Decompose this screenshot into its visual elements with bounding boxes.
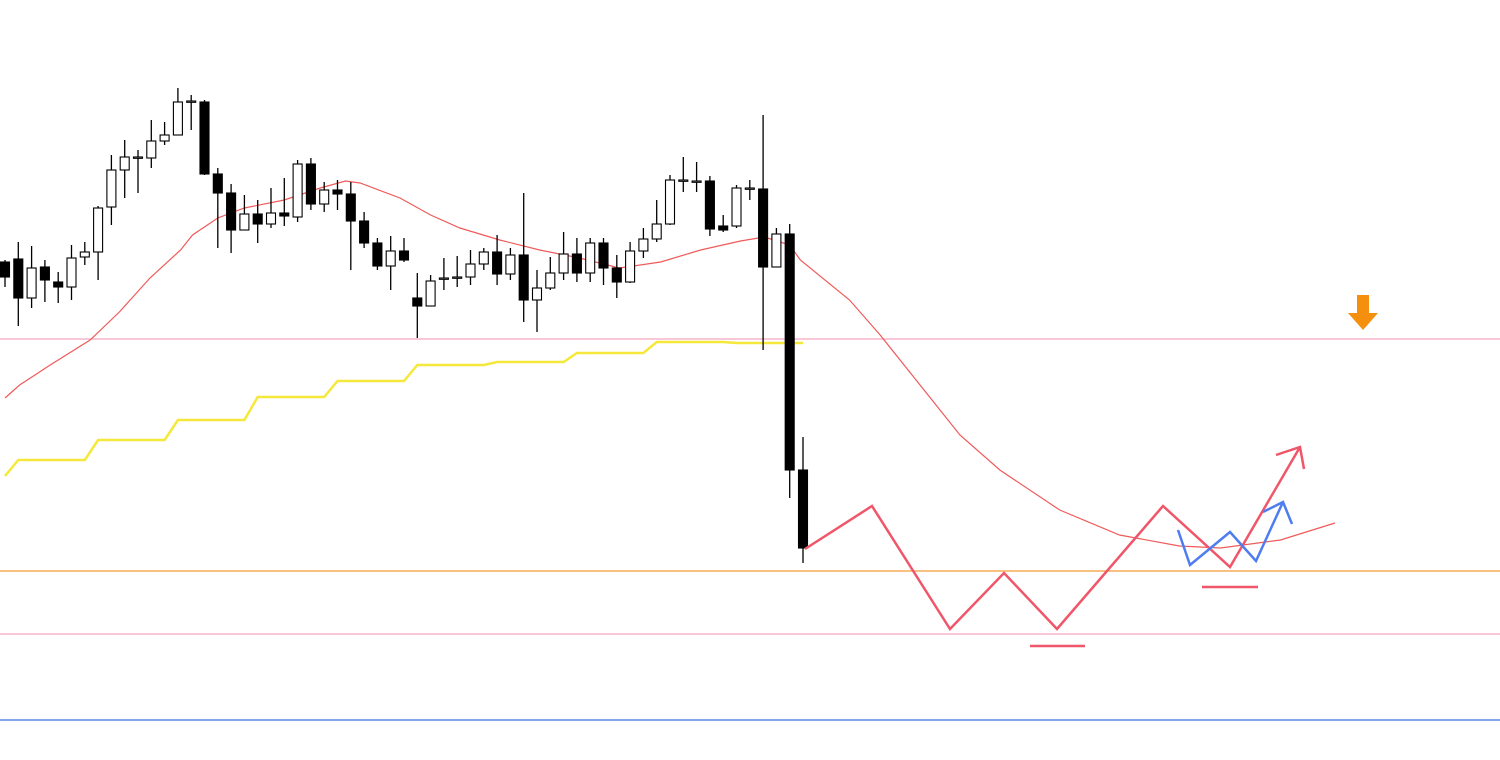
candle-body [159, 134, 170, 142]
candle-body [119, 156, 130, 171]
candle-body [731, 187, 742, 227]
candle-body [146, 140, 157, 159]
candle-body [305, 163, 316, 205]
candle-body [172, 101, 183, 136]
candle-body [585, 242, 596, 274]
candle-body [744, 187, 755, 190]
candle-body [545, 272, 556, 289]
candle-body [638, 238, 649, 252]
candle-body [39, 266, 50, 281]
candle-body [531, 287, 543, 301]
candle-body [79, 251, 90, 258]
candle-body [704, 180, 715, 230]
candle-body [212, 173, 223, 194]
arrow-head-red [1275, 445, 1306, 470]
candle-body [598, 242, 609, 269]
candle-body [252, 213, 263, 225]
candle-body [0, 261, 11, 278]
indicator-line [4, 180, 1336, 549]
candle-body [571, 253, 582, 274]
candle-body [239, 213, 250, 231]
candle-body [558, 253, 569, 274]
candle-body [106, 169, 117, 208]
candle-body [66, 257, 77, 288]
scenario-path-red [804, 446, 1302, 632]
down-arrow [1348, 295, 1378, 330]
candle-body [678, 179, 689, 182]
candle-body [651, 223, 662, 240]
candle-body [784, 233, 795, 471]
candle-body [398, 250, 410, 261]
candle-body [132, 156, 144, 159]
candle-body [186, 100, 197, 103]
candle-body [26, 267, 37, 299]
candle-body [345, 193, 356, 222]
indicator-line [4, 340, 803, 477]
candle-body [359, 220, 370, 244]
candle-body [13, 258, 24, 299]
candle-body [492, 251, 503, 275]
candle-body [505, 254, 516, 275]
candle-body [452, 276, 463, 279]
candle-body [478, 251, 489, 265]
candle-body [385, 250, 396, 267]
candle-body [332, 189, 343, 195]
candle-body [758, 188, 769, 268]
drawings [804, 295, 1378, 648]
candle-body [518, 254, 529, 301]
candle-body [611, 267, 622, 283]
candle-body [292, 163, 303, 218]
scenario-path-blue [1176, 501, 1285, 568]
candle-body [664, 179, 676, 225]
candle-body [438, 277, 449, 280]
candle-body [691, 180, 702, 183]
candle-body [425, 280, 436, 307]
levels [0, 338, 1500, 721]
candle-body [265, 212, 277, 225]
candle-body [412, 297, 423, 307]
candle-body [771, 233, 782, 268]
indicator-lines [4, 180, 1336, 549]
candle-body [718, 225, 729, 231]
candle-body [199, 101, 210, 175]
candle-body [93, 207, 104, 253]
candle-body [53, 281, 64, 288]
candle-body [279, 212, 290, 217]
arrow-head-blue [1262, 500, 1294, 525]
candle-body [797, 469, 809, 549]
candle-body [226, 192, 237, 231]
candle-body [625, 250, 636, 283]
candle-body [372, 242, 383, 267]
candle-body [465, 263, 476, 278]
candles [0, 88, 809, 563]
candle-body [319, 189, 330, 205]
